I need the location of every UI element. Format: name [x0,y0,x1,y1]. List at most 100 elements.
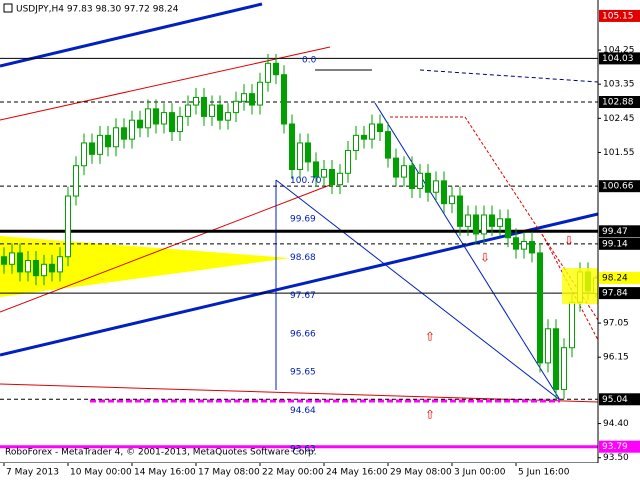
y-tick-label: 102.45 [603,114,635,124]
candle-body [65,195,71,258]
price-label-box [599,287,640,300]
icon [3,3,13,13]
candle-body [81,142,87,167]
x-tick-label: 5 Jun 16:00 [518,468,570,478]
candle-body [401,165,407,178]
candle-body [385,131,391,159]
fibo-label: 0.0 [302,56,317,66]
candle-body [361,134,367,140]
candle-body [505,218,511,239]
fibo-label: 97.67 [290,291,316,301]
candle-body [537,252,543,364]
candle-body [297,142,303,171]
candle-body [417,172,423,189]
y-tick-label: 104.25 [603,46,635,56]
channel-line [275,179,561,401]
candle-body [369,123,375,140]
candle-body [25,260,31,273]
candle-body [553,328,559,390]
x-tick-label: 10 May 00:00 [70,468,132,478]
price-label: 95.04 [602,395,628,405]
candle-body [337,172,343,186]
price-levels [0,57,598,449]
candle-body [201,96,207,117]
candle-body [569,301,575,349]
candle-body [473,214,479,235]
price-label: 99.14 [602,239,628,249]
price-label: 99.47 [602,227,628,237]
candle-body [305,142,311,163]
price-label: 102.88 [602,98,634,108]
candle-body [393,157,399,178]
arrow-down: ⇩ [480,251,490,265]
price-label: 93.79 [602,442,628,452]
candle-body [97,134,103,155]
price-label-box [599,393,640,406]
arrow-up: ⇧ [425,408,435,422]
candle-body [497,218,503,227]
fibo-label: 93.63 [290,444,316,454]
candle-body [57,256,63,273]
candle-body [561,347,567,390]
fibo-label: 96.66 [290,329,316,339]
candle-body [89,142,95,155]
x-tick-label: 3 Jun 00:00 [454,468,506,478]
candle-body [17,252,23,273]
price-label-box [599,237,640,250]
candle-body [265,62,271,83]
price-label-box [599,271,640,284]
price-label: 97.84 [602,289,628,299]
candle-body [513,237,519,250]
x-tick-label: 22 May 00:00 [262,468,324,478]
candle-body [233,100,239,114]
x-tick-label: 17 May 08:00 [198,468,260,478]
candle-body [177,115,183,133]
candle-body [121,127,127,140]
price-label: 100.66 [602,182,634,192]
candle-body [465,214,471,227]
price-label-box [599,180,640,193]
candle-body [321,169,327,178]
candle-body [257,81,263,106]
candle-body [481,214,487,235]
y-tick-label: 103.35 [603,80,635,90]
x-tick-label: 24 May 16:00 [326,468,388,478]
candle-body [289,123,295,171]
trend-line [0,212,599,357]
candle-body [49,263,55,273]
price-label-box [599,440,640,453]
price-label-box [599,52,640,65]
candle-body [137,119,143,129]
channel-line [374,102,561,401]
candle-body [209,104,215,117]
fibo-label: 94.64 [290,406,316,416]
candle-body [545,328,551,364]
trend-line [0,184,331,313]
candle-body [41,263,47,277]
price-label: 105.15 [602,11,634,21]
candle-body [313,161,319,178]
candle-body [129,119,135,140]
candle-body [441,180,447,205]
fibo-label: 99.69 [290,214,316,224]
x-tick-label: 29 May 08:00 [390,468,452,478]
candle-body [105,134,111,148]
y-tick-label: 94.40 [603,419,629,429]
triangle [0,236,290,297]
candle-body [425,172,431,193]
candle-body [521,241,527,250]
arrow-down: ⇩ [564,234,574,248]
x-tick-label: 7 May 2013 [6,468,59,478]
axis: 104.25 103.35 102.45 101.55 97.05 96.15 94.40 9… [3,9,640,478]
y-tick-label: 101.55 [603,148,635,158]
candle-body [161,112,167,125]
dash-line [419,69,599,83]
candle-body [145,108,151,129]
candle-body [409,165,415,189]
target-box [562,268,598,304]
fibo-label: 100.70 [290,176,322,186]
candle-body [281,74,287,125]
candle-body [433,180,439,193]
candle-body [73,165,79,197]
